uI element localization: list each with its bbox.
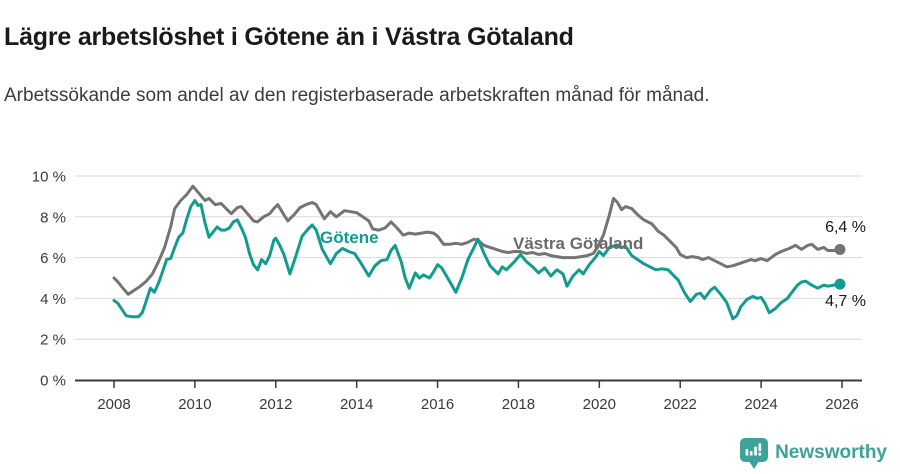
series-label-vastra-gotaland: Västra Götaland [513, 234, 644, 253]
bar-chart-speech-bubble-icon [740, 437, 769, 469]
x-tick-label-2022: 2022 [664, 396, 697, 413]
y-tick-label-8pct: 8 % [40, 209, 66, 226]
x-tick-label-2018: 2018 [502, 396, 535, 413]
end-value-label-gotene: 4,7 % [825, 293, 866, 310]
x-tick-label-2024: 2024 [744, 396, 777, 413]
chart-subtitle: Arbetssökande som andel av den registerb… [4, 85, 710, 106]
x-tick-label-2012: 2012 [259, 396, 292, 413]
newsworthy-brand-text: Newsworthy [775, 442, 887, 463]
series-line-v-stra-g-taland [112, 184, 842, 296]
series-end-dot-v-stra-g-taland [834, 243, 846, 255]
x-tick-label-2026: 2026 [825, 396, 858, 413]
y-tick-label-2pct: 2 % [40, 332, 66, 349]
x-tick-label-2016: 2016 [421, 396, 454, 413]
y-tick-label-0pct: 0 % [40, 373, 66, 390]
x-tick-label-2020: 2020 [583, 396, 616, 413]
x-tick-label-2008: 2008 [97, 396, 130, 413]
end-value-label-vastra-gotaland: 6,4 % [825, 219, 866, 236]
x-tick-label-2010: 2010 [178, 396, 211, 413]
y-tick-label-4pct: 4 % [40, 291, 66, 308]
y-tick-label-6pct: 6 % [40, 250, 66, 267]
chart-title: Lägre arbetslöshet i Götene än i Västra … [4, 22, 574, 51]
y-tick-label-10pct: 10 % [32, 169, 66, 186]
series-line-g-tene [112, 199, 842, 321]
series-label-gotene: Götene [320, 228, 379, 247]
series-end-dot-g-tene [834, 278, 846, 290]
newsworthy-brand-link[interactable]: Newsworthy [740, 437, 887, 469]
x-tick-label-2014: 2014 [340, 396, 373, 413]
